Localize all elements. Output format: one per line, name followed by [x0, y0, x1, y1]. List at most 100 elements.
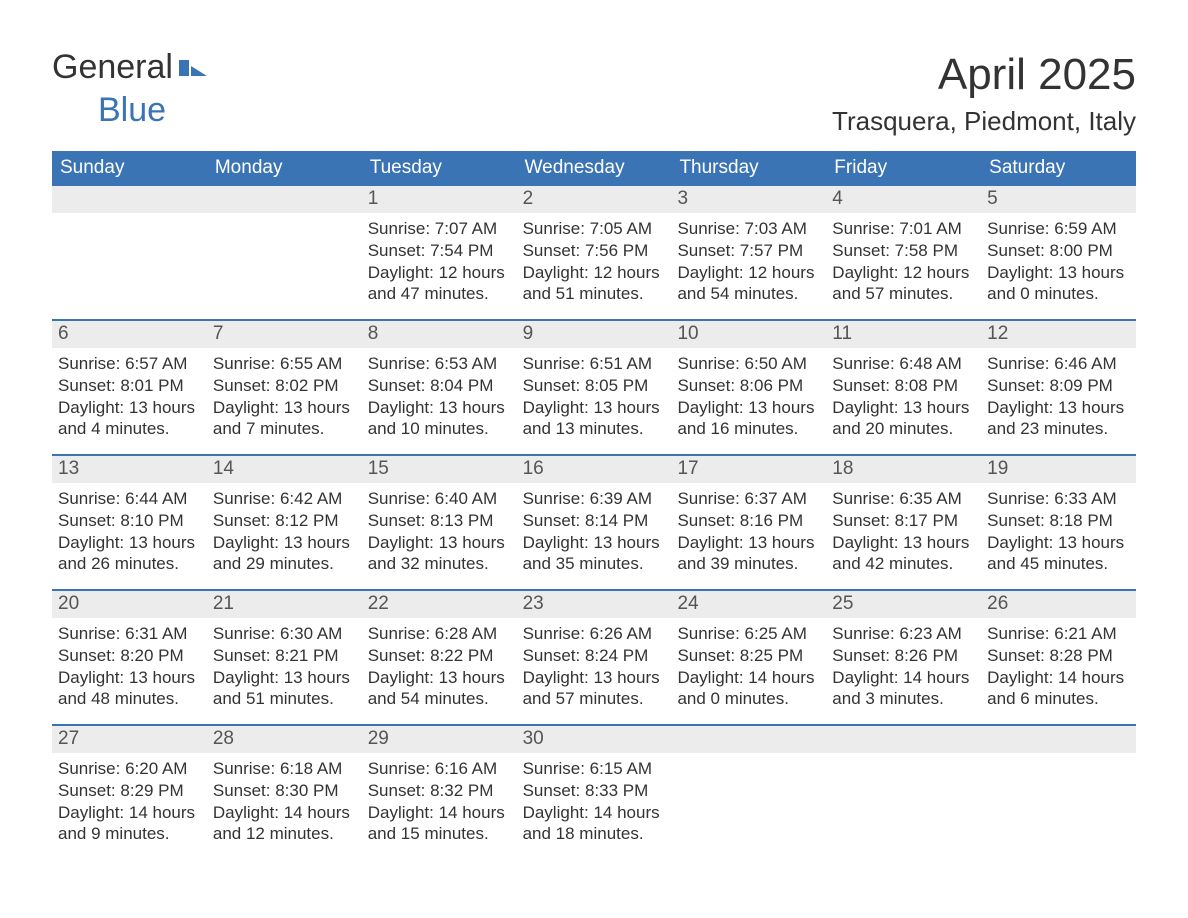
- day-number: 8: [362, 321, 517, 348]
- sunset-text: Sunset: 8:06 PM: [677, 375, 820, 397]
- day-cell: 22Sunrise: 6:28 AMSunset: 8:22 PMDayligh…: [362, 591, 517, 724]
- day-cell: 5Sunrise: 6:59 AMSunset: 8:00 PMDaylight…: [981, 186, 1136, 319]
- daylight-text: Daylight: 14 hours and 18 minutes.: [523, 802, 666, 846]
- day-content: Sunrise: 7:05 AMSunset: 7:56 PMDaylight:…: [517, 213, 672, 305]
- daylight-text: Daylight: 14 hours and 0 minutes.: [677, 667, 820, 711]
- day-cell: 27 Sunrise: 6:20 AMSunset: 8:29 PMDayligh…: [52, 726, 207, 859]
- daylight-text: Daylight: 12 hours and 54 minutes.: [677, 262, 820, 306]
- daylight-text: Daylight: 13 hours and 16 minutes.: [677, 397, 820, 441]
- day-content: Sunrise: 6:23 AMSunset: 8:26 PMDaylight:…: [826, 618, 981, 710]
- logo-flag-icon: [179, 60, 207, 83]
- daylight-text: Daylight: 13 hours and 13 minutes.: [523, 397, 666, 441]
- day-cell: 18Sunrise: 6:35 AMSunset: 8:17 PMDayligh…: [826, 456, 981, 589]
- day-cell: 29Sunrise: 6:16 AMSunset: 8:32 PMDayligh…: [362, 726, 517, 859]
- sunrise-text: Sunrise: 6:55 AM: [213, 353, 356, 375]
- daylight-text: Daylight: 13 hours and 51 minutes.: [213, 667, 356, 711]
- daylight-text: Daylight: 13 hours and 26 minutes.: [58, 532, 201, 576]
- sunrise-text: Sunrise: 6:59 AM: [987, 218, 1130, 240]
- day-content: Sunrise: 6:16 AMSunset: 8:32 PMDaylight:…: [362, 753, 517, 845]
- logo-blue: Blue: [98, 93, 207, 127]
- day-header: Monday: [207, 151, 362, 186]
- page-title: April 2025: [832, 50, 1136, 100]
- day-cell: 16Sunrise: 6:39 AMSunset: 8:14 PMDayligh…: [517, 456, 672, 589]
- sunset-text: Sunset: 8:25 PM: [677, 645, 820, 667]
- daylight-text: Daylight: 14 hours and 12 minutes.: [213, 802, 356, 846]
- day-cell: 3Sunrise: 7:03 AMSunset: 7:57 PMDaylight…: [671, 186, 826, 319]
- day-number: 9: [517, 321, 672, 348]
- daylight-text: Daylight: 13 hours and 4 minutes.: [58, 397, 201, 441]
- sunrise-text: Sunrise: 6:46 AM: [987, 353, 1130, 375]
- page-subtitle: Trasquera, Piedmont, Italy: [832, 106, 1136, 137]
- logo-general: General: [52, 48, 173, 86]
- day-cell: 10Sunrise: 6:50 AMSunset: 8:06 PMDayligh…: [671, 321, 826, 454]
- sunrise-text: Sunrise: 6:23 AM: [832, 623, 975, 645]
- daylight-text: Daylight: 14 hours and 3 minutes.: [832, 667, 975, 711]
- day-content: Sunrise: 6:15 AMSunset: 8:33 PMDaylight:…: [517, 753, 672, 845]
- day-cell: 9Sunrise: 6:51 AMSunset: 8:05 PMDaylight…: [517, 321, 672, 454]
- day-content: Sunrise: 6:50 AMSunset: 8:06 PMDaylight:…: [671, 348, 826, 440]
- day-number: 2: [517, 186, 672, 213]
- day-number: 12: [981, 321, 1136, 348]
- sunset-text: Sunset: 8:26 PM: [832, 645, 975, 667]
- day-header: Tuesday: [362, 151, 517, 186]
- sunrise-text: Sunrise: 6:16 AM: [368, 758, 511, 780]
- sunset-text: Sunset: 7:57 PM: [677, 240, 820, 262]
- sunset-text: Sunset: 8:17 PM: [832, 510, 975, 532]
- day-header: Thursday: [671, 151, 826, 186]
- sunset-text: Sunset: 8:10 PM: [58, 510, 201, 532]
- day-number: 6: [52, 321, 207, 348]
- day-content: Sunrise: 6:57 AMSunset: 8:01 PMDaylight:…: [52, 348, 207, 440]
- day-cell: 20Sunrise: 6:31 AMSunset: 8:20 PMDayligh…: [52, 591, 207, 724]
- day-cell: 30Sunrise: 6:15 AMSunset: 8:33 PMDayligh…: [517, 726, 672, 859]
- sunset-text: Sunset: 8:33 PM: [523, 780, 666, 802]
- sunrise-text: Sunrise: 7:07 AM: [368, 218, 511, 240]
- day-number: 27: [52, 726, 207, 753]
- day-content: Sunrise: 6:21 AMSunset: 8:28 PMDaylight:…: [981, 618, 1136, 710]
- sunrise-text: Sunrise: 7:03 AM: [677, 218, 820, 240]
- day-content: Sunrise: 6:40 AMSunset: 8:13 PMDaylight:…: [362, 483, 517, 575]
- day-number: 17: [671, 456, 826, 483]
- daylight-text: Daylight: 13 hours and 39 minutes.: [677, 532, 820, 576]
- sunset-text: Sunset: 8:20 PM: [58, 645, 201, 667]
- day-cell: [52, 186, 207, 319]
- day-number: 15: [362, 456, 517, 483]
- day-cell: [826, 726, 981, 859]
- sunset-text: Sunset: 8:30 PM: [213, 780, 356, 802]
- daylight-text: Daylight: 13 hours and 48 minutes.: [58, 667, 201, 711]
- day-content: Sunrise: 6:18 AMSunset: 8:30 PMDaylight:…: [207, 753, 362, 845]
- daylight-text: Daylight: 14 hours and 9 minutes.: [58, 802, 201, 846]
- sunrise-text: Sunrise: 6:15 AM: [523, 758, 666, 780]
- sunrise-text: Sunrise: 6:51 AM: [523, 353, 666, 375]
- day-cell: 12Sunrise: 6:46 AMSunset: 8:09 PMDayligh…: [981, 321, 1136, 454]
- sunrise-text: Sunrise: 6:18 AM: [213, 758, 356, 780]
- sunset-text: Sunset: 8:02 PM: [213, 375, 356, 397]
- day-content: Sunrise: 6:51 AMSunset: 8:05 PMDaylight:…: [517, 348, 672, 440]
- day-number: [207, 186, 362, 213]
- day-content: Sunrise: 6:37 AMSunset: 8:16 PMDaylight:…: [671, 483, 826, 575]
- sunset-text: Sunset: 8:29 PM: [58, 780, 201, 802]
- day-cell: 19Sunrise: 6:33 AMSunset: 8:18 PMDayligh…: [981, 456, 1136, 589]
- sunset-text: Sunset: 7:54 PM: [368, 240, 511, 262]
- day-content: Sunrise: 6:44 AMSunset: 8:10 PMDaylight:…: [52, 483, 207, 575]
- sunrise-text: Sunrise: 6:28 AM: [368, 623, 511, 645]
- sunset-text: Sunset: 8:22 PM: [368, 645, 511, 667]
- week-row: 20Sunrise: 6:31 AMSunset: 8:20 PMDayligh…: [52, 589, 1136, 724]
- day-content: Sunrise: 6:59 AMSunset: 8:00 PMDaylight:…: [981, 213, 1136, 305]
- sunrise-text: Sunrise: 6:35 AM: [832, 488, 975, 510]
- day-number: 11: [826, 321, 981, 348]
- day-content: Sunrise: 6:30 AMSunset: 8:21 PMDaylight:…: [207, 618, 362, 710]
- sunset-text: Sunset: 8:32 PM: [368, 780, 511, 802]
- sunset-text: Sunset: 8:16 PM: [677, 510, 820, 532]
- sunrise-text: Sunrise: 6:20 AM: [58, 758, 201, 780]
- daylight-text: Daylight: 12 hours and 57 minutes.: [832, 262, 975, 306]
- sunset-text: Sunset: 8:00 PM: [987, 240, 1130, 262]
- sunrise-text: Sunrise: 6:33 AM: [987, 488, 1130, 510]
- sunset-text: Sunset: 8:09 PM: [987, 375, 1130, 397]
- day-content: Sunrise: 7:07 AMSunset: 7:54 PMDaylight:…: [362, 213, 517, 305]
- day-number: 20: [52, 591, 207, 618]
- daylight-text: Daylight: 14 hours and 15 minutes.: [368, 802, 511, 846]
- day-number: 10: [671, 321, 826, 348]
- day-cell: [671, 726, 826, 859]
- day-cell: 7Sunrise: 6:55 AMSunset: 8:02 PMDaylight…: [207, 321, 362, 454]
- day-content: Sunrise: 6:42 AMSunset: 8:12 PMDaylight:…: [207, 483, 362, 575]
